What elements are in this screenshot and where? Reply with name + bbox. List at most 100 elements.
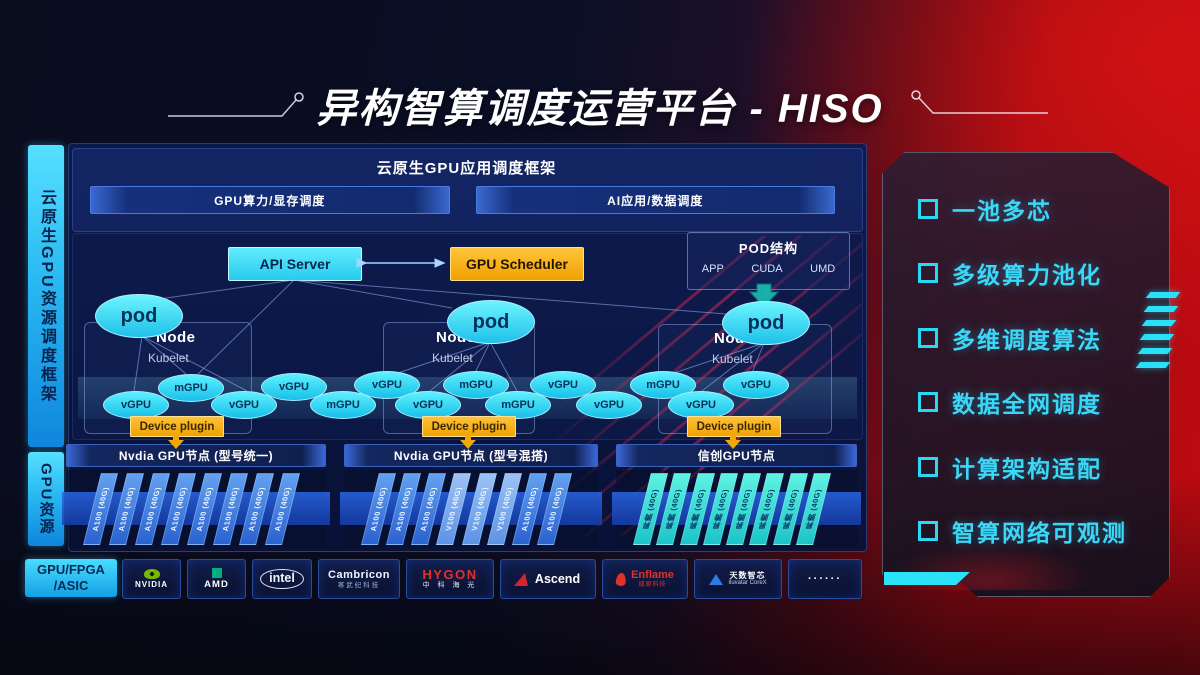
gpu-node-group-title: Nvdia GPU节点 (型号统一) — [66, 444, 326, 467]
pod-structure-item: UMD — [810, 263, 836, 275]
gpu-node-group: Nvdia GPU节点 (型号统一) A100 (40G) A100 (40G) A1… — [62, 444, 330, 547]
api-server-box: API Server — [228, 247, 362, 281]
vendor-logo-text: Enflame 燧原科技 — [631, 569, 674, 589]
vendor-logo-dots: ······ — [788, 559, 862, 599]
mgpu-ellipse: mGPU — [310, 391, 376, 419]
vendor-logo-line1: Ascend — [534, 571, 581, 586]
vendor-logo-text: AMD — [204, 579, 229, 590]
square-bullet-icon — [918, 521, 938, 541]
vgpu-ellipse: vGPU — [576, 391, 642, 419]
pod-ellipse: pod — [95, 294, 183, 338]
vendor-logo-nvidia: NVIDIA — [122, 559, 181, 599]
vendor-logo-text: Cambricon 寒武纪科技 — [328, 569, 390, 589]
vendor-logo-intel: intel — [252, 559, 312, 599]
sidebar-gpu-resource-label: GPU资源 — [28, 452, 64, 546]
vgpu-ellipse: vGPU — [261, 373, 327, 401]
feature-item: 智算网络可观测 — [918, 515, 1127, 547]
square-bullet-icon — [918, 392, 938, 413]
feature-label: 多维调度算法 — [952, 326, 1102, 353]
pod-ellipse: pod — [722, 301, 810, 345]
feature-label: 一池多芯 — [952, 198, 1052, 224]
vendor-logo-line1: Cambricon — [328, 568, 390, 581]
hatch-stripe-icon — [1141, 320, 1177, 326]
hatch-stripe-icon — [1135, 362, 1171, 368]
ascend-triangle-icon — [513, 572, 533, 586]
features-panel-accent-bar — [884, 572, 970, 585]
vendor-logo-text: 天数智芯 Iluvatar CoreX — [728, 571, 766, 587]
gpu-node-group: Nvdia GPU节点 (型号混搭) A100 (40G) A100 (40G) A1… — [340, 444, 602, 547]
pod-ellipse: pod — [447, 300, 535, 344]
kubelet-label: Kubelet — [432, 351, 473, 365]
device-plugin-arrow-icon — [168, 440, 184, 449]
gpu-card-zone: 昇腾 (40G) 昇腾 (40G) 昇腾 (40G) 昇腾 (40G) 昇腾 (40G)… — [612, 470, 861, 547]
gpu-card-zone: A100 (40G) A100 (40G) A100 (40G) A100 (40G)… — [62, 470, 330, 547]
app-framework-bar: AI应用/数据调度 — [475, 186, 835, 214]
vgpu-ellipse: vGPU — [395, 391, 461, 419]
vendor-logo-ascend: Ascend — [500, 559, 596, 599]
app-framework-title: 云原生GPU应用调度框架 — [376, 160, 557, 177]
vendor-logo-hygon: HYGON 中 科 海 光 — [406, 559, 494, 599]
page-title: 异构智算调度运营平台 - HISO — [316, 87, 884, 131]
hatch-stripe-icon — [1137, 348, 1173, 354]
device-plugin-arrow-icon — [725, 440, 741, 449]
hardware-layer-label: GPU/FPGA/ASIC — [25, 559, 117, 597]
pod-structure-title: POD结构 — [738, 241, 799, 256]
vendor-logo-line1: 天数智芯 — [729, 570, 766, 580]
enflame-flame-icon — [615, 572, 627, 586]
feature-item: 计算架构适配 — [918, 451, 1102, 483]
kubelet-label: Kubelet — [148, 351, 189, 365]
kubelet-label: Kubelet — [712, 352, 753, 366]
hatch-stripe-icon — [1145, 292, 1181, 298]
gpu-node-group: 信创GPU节点 昇腾 (40G) 昇腾 (40G) 昇腾 (40G) 昇腾 (40G) 昇… — [612, 444, 861, 547]
pod-structure-item: CUDA — [751, 263, 783, 275]
gpu-scheduler-box: GPU Scheduler — [450, 247, 584, 281]
vendor-logo-text: HYGON 中 科 海 光 — [422, 566, 478, 591]
vendor-logo-line2: 燧原科技 — [638, 581, 667, 588]
app-framework-bars: GPU算力/显存调度 AI应用/数据调度 — [90, 186, 835, 214]
vendor-logo-iluvatar: 天数智芯 Iluvatar CoreX — [694, 559, 782, 599]
square-bullet-icon — [918, 263, 938, 284]
square-bullet-icon — [918, 456, 938, 477]
vendor-logo-line2: 中 科 海 光 — [422, 582, 478, 590]
vendor-logo-text: Ascend — [535, 572, 580, 586]
vendor-logo-text: intel — [260, 569, 304, 589]
feature-label: 计算架构适配 — [952, 455, 1102, 482]
device-plugin-arrow-icon — [460, 440, 476, 449]
vendor-logo-line1: Enflame — [631, 569, 674, 582]
feature-label: 数据全网调度 — [952, 391, 1102, 418]
vgpu-ellipse: vGPU — [103, 391, 169, 419]
vendor-logo-line2: 寒武纪科技 — [337, 581, 381, 589]
app-framework-bar: GPU算力/显存调度 — [90, 186, 450, 214]
pod-structure-box: POD结构 APP CUDA UMD — [687, 232, 850, 290]
amd-square-icon — [211, 568, 222, 578]
hatch-stripe-icon — [1139, 334, 1175, 340]
feature-label: 多级算力池化 — [952, 262, 1102, 289]
vendor-logo-text: ······ — [808, 573, 842, 585]
device-plugin-arrow-icon — [465, 434, 471, 441]
square-bullet-icon — [918, 199, 938, 219]
vgpu-ellipse: vGPU — [211, 391, 277, 419]
vendor-logo-line1: HYGON — [422, 566, 478, 582]
iluvatar-triangle-icon — [709, 573, 724, 585]
feature-item: 数据全网调度 — [918, 386, 1102, 418]
vendor-logo-enflame: Enflame 燧原科技 — [602, 559, 688, 599]
vendor-logo-cambricon: Cambricon 寒武纪科技 — [318, 559, 400, 599]
sidebar-framework-label: 云原生GPU资源调度框架 — [28, 145, 64, 447]
square-bullet-icon — [918, 327, 938, 348]
pod-structure-items: APP CUDA UMD — [688, 263, 849, 275]
vgpu-ellipse: vGPU — [668, 391, 734, 419]
device-plugin-arrow-icon — [173, 434, 179, 441]
nvidia-eye-icon — [143, 569, 160, 579]
hatch-stripe-icon — [1143, 306, 1179, 312]
gpu-card-zone: A100 (40G) A100 (40G) A100 (40G) V100 (40G)… — [340, 470, 602, 547]
pod-structure-item: APP — [701, 263, 724, 275]
feature-item: 多级算力池化 — [918, 257, 1102, 289]
vgpu-ellipse: vGPU — [723, 371, 789, 399]
feature-item: 一池多芯 — [918, 193, 1052, 225]
feature-label: 智算网络可观测 — [952, 520, 1127, 546]
mgpu-ellipse: mGPU — [485, 391, 551, 419]
vendor-logo-line2: Iluvatar CoreX — [728, 580, 767, 587]
vendor-logo-text: NVIDIA — [134, 580, 169, 589]
feature-item: 多维调度算法 — [918, 322, 1102, 354]
